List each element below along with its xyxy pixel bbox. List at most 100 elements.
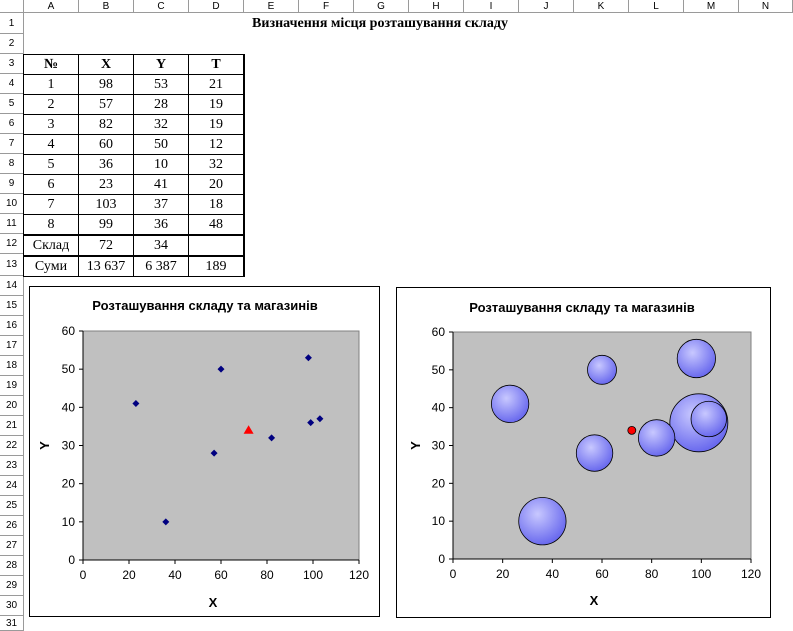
table-row: 2 57 28 19 xyxy=(23,94,245,115)
row-header-9[interactable]: 9 xyxy=(0,174,24,194)
row-header-17[interactable]: 17 xyxy=(0,336,24,356)
column-header-l[interactable]: L xyxy=(629,0,684,13)
table-cell[interactable]: Суми xyxy=(23,255,79,277)
table-row: 7 103 37 18 xyxy=(23,194,245,215)
table-cell[interactable]: 4 xyxy=(23,134,79,155)
table-cell[interactable]: 103 xyxy=(78,194,134,215)
column-header-a[interactable]: A xyxy=(24,0,79,13)
row-header-12[interactable]: 12 xyxy=(0,234,24,254)
table-cell[interactable]: 53 xyxy=(133,74,189,95)
row-header-19[interactable]: 19 xyxy=(0,376,24,396)
table-cell[interactable]: 23 xyxy=(78,174,134,195)
row-header-16[interactable]: 16 xyxy=(0,316,24,336)
row-header-13[interactable]: 13 xyxy=(0,254,24,276)
table-cell[interactable]: 50 xyxy=(133,134,189,155)
table-cell[interactable]: 57 xyxy=(78,94,134,115)
table-cell[interactable]: 72 xyxy=(78,234,134,257)
row-header-24[interactable]: 24 xyxy=(0,476,24,496)
column-header-d[interactable]: D xyxy=(189,0,244,13)
table-cell[interactable]: 189 xyxy=(188,255,245,277)
table-cell[interactable]: 82 xyxy=(78,114,134,135)
header-cell-t[interactable]: T xyxy=(188,54,245,75)
table-cell[interactable]: 12 xyxy=(188,134,245,155)
table-cell[interactable]: 6 xyxy=(23,174,79,195)
row-header-4[interactable]: 4 xyxy=(0,74,24,94)
table-cell[interactable]: 37 xyxy=(133,194,189,215)
column-header-f[interactable]: F xyxy=(299,0,354,13)
table-row: 8 99 36 48 xyxy=(23,214,245,236)
row-header-3[interactable]: 3 xyxy=(0,54,24,74)
row-header-29[interactable]: 29 xyxy=(0,576,24,596)
table-cell[interactable]: 13 637 xyxy=(78,255,134,277)
column-header-e[interactable]: E xyxy=(244,0,299,13)
column-header-m[interactable]: M xyxy=(684,0,739,13)
table-cell[interactable]: 34 xyxy=(133,234,189,257)
row-header-8[interactable]: 8 xyxy=(0,154,24,174)
header-cell-number[interactable]: № xyxy=(23,54,79,75)
table-cell[interactable]: 19 xyxy=(188,94,245,115)
row-header-18[interactable]: 18 xyxy=(0,356,24,376)
row-header-30[interactable]: 30 xyxy=(0,596,24,616)
table-cell[interactable]: 60 xyxy=(78,134,134,155)
table-cell[interactable]: 21 xyxy=(188,74,245,95)
table-cell[interactable]: 5 xyxy=(23,154,79,175)
table-cell[interactable]: 3 xyxy=(23,114,79,135)
table-cell[interactable]: 8 xyxy=(23,214,79,236)
row-header-26[interactable]: 26 xyxy=(0,516,24,536)
row-header-21[interactable]: 21 xyxy=(0,416,24,436)
row-header-14[interactable]: 14 xyxy=(0,276,24,296)
table-cell[interactable]: 36 xyxy=(133,214,189,236)
row-header-1[interactable]: 1 xyxy=(0,13,24,34)
table-cell[interactable]: 10 xyxy=(133,154,189,175)
y-tick-label: 30 xyxy=(62,439,76,453)
row-header-7[interactable]: 7 xyxy=(0,134,24,154)
table-cell[interactable]: 19 xyxy=(188,114,245,135)
table-cell[interactable]: 41 xyxy=(133,174,189,195)
row-header-25[interactable]: 25 xyxy=(0,496,24,516)
table-cell[interactable]: 98 xyxy=(78,74,134,95)
data-table: № X Y T 1 98 53 21 2 57 28 19 3 82 32 19 4 60 50 12 5 36 1… xyxy=(23,54,245,277)
row-header-6[interactable]: 6 xyxy=(0,114,24,134)
header-cell-y[interactable]: Y xyxy=(133,54,189,75)
table-cell[interactable]: 1 xyxy=(23,74,79,95)
select-all-corner[interactable] xyxy=(0,0,24,13)
column-header-g[interactable]: G xyxy=(354,0,409,13)
row-header-15[interactable]: 15 xyxy=(0,296,24,316)
table-cell[interactable]: 32 xyxy=(133,114,189,135)
column-header-n[interactable]: N xyxy=(739,0,793,13)
table-cell[interactable]: 6 387 xyxy=(133,255,189,277)
table-cell[interactable]: 99 xyxy=(78,214,134,236)
table-cell[interactable]: 7 xyxy=(23,194,79,215)
column-header-j[interactable]: J xyxy=(519,0,574,13)
row-header-23[interactable]: 23 xyxy=(0,456,24,476)
column-header-i[interactable]: I xyxy=(464,0,519,13)
row-header-10[interactable]: 10 xyxy=(0,194,24,214)
row-header-22[interactable]: 22 xyxy=(0,436,24,456)
table-cell[interactable]: 18 xyxy=(188,194,245,215)
x-tick-label: 40 xyxy=(168,568,182,582)
row-header-2[interactable]: 2 xyxy=(0,34,24,54)
row-header-20[interactable]: 20 xyxy=(0,396,24,416)
row-header-27[interactable]: 27 xyxy=(0,536,24,556)
row-header-28[interactable]: 28 xyxy=(0,556,24,576)
table-cell[interactable]: 2 xyxy=(23,94,79,115)
table-cell[interactable] xyxy=(188,234,245,257)
table-cell[interactable]: 36 xyxy=(78,154,134,175)
row-header-5[interactable]: 5 xyxy=(0,94,24,114)
table-cell[interactable]: Склад xyxy=(23,234,79,257)
table-cell[interactable]: 32 xyxy=(188,154,245,175)
column-header-b[interactable]: B xyxy=(79,0,134,13)
row-header-11[interactable]: 11 xyxy=(0,214,24,234)
x-tick-label: 100 xyxy=(691,567,711,581)
column-header-k[interactable]: K xyxy=(574,0,629,13)
sheet-title[interactable]: Визначення місця розташування складу xyxy=(252,16,508,31)
row-header-31[interactable]: 31 xyxy=(0,616,24,631)
table-cell[interactable]: 48 xyxy=(188,214,245,236)
column-header-h[interactable]: H xyxy=(409,0,464,13)
header-cell-x[interactable]: X xyxy=(78,54,134,75)
column-header-c[interactable]: C xyxy=(134,0,189,13)
bubble-chart[interactable]: Розташування складу та магазинів 0 10 20 30 4… xyxy=(396,287,771,618)
table-cell[interactable]: 28 xyxy=(133,94,189,115)
scatter-chart[interactable]: Розташування складу та магазинів 0 10 20 30 4… xyxy=(29,286,380,617)
table-cell[interactable]: 20 xyxy=(188,174,245,195)
